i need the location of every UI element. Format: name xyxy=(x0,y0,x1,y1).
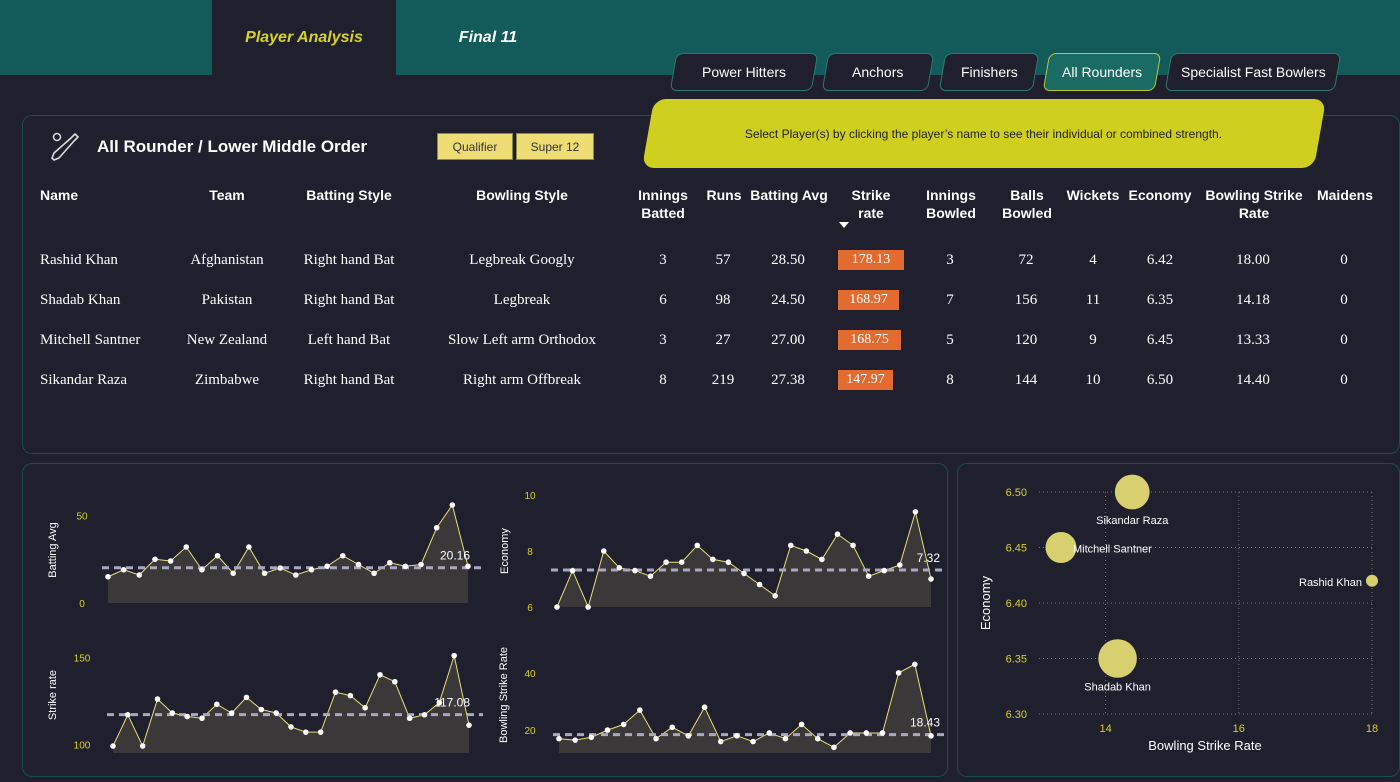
table-cell-innings-batted: 8 xyxy=(659,372,667,388)
table-cell-batting-style: Right hand Bat xyxy=(303,252,395,268)
category-label: All Rounders xyxy=(1061,64,1143,80)
col-header-bowling-strike-rate[interactable]: Bowling Strike Rate xyxy=(1205,187,1303,221)
tab-player-analysis[interactable]: Player Analysis xyxy=(212,0,396,75)
table-cell-wickets: 9 xyxy=(1089,332,1097,348)
table-cell-batting-style: Left hand Bat xyxy=(307,332,391,348)
table-cell-bowling-sr: 13.33 xyxy=(1236,332,1270,348)
category-label: Specialist Fast Bowlers xyxy=(1180,64,1326,80)
table-cell-team: Zimbabwe xyxy=(194,372,260,388)
table-cell-team: Pakistan xyxy=(201,292,253,308)
table-cell-economy: 6.50 xyxy=(1146,372,1174,388)
trend-charts-panel xyxy=(22,463,948,777)
table-cell-innings-batted: 3 xyxy=(659,252,667,268)
table-cell-runs: 57 xyxy=(715,252,731,268)
table-cell-runs: 219 xyxy=(711,372,735,388)
strike-rate-bar: 178.13 xyxy=(838,250,904,270)
col-header-runs[interactable]: Runs xyxy=(706,187,742,203)
table-cell-innings-batted: 6 xyxy=(659,292,667,308)
table-cell-innings-bowled: 8 xyxy=(946,372,954,388)
table-cell-maidens: 0 xyxy=(1340,372,1348,388)
category-label: Power Hitters xyxy=(701,64,787,80)
table-cell-team: New Zealand xyxy=(186,332,268,348)
table-cell-economy: 6.35 xyxy=(1146,292,1174,308)
scatter-panel xyxy=(957,463,1400,777)
table-cell-balls-bowled: 72 xyxy=(1018,252,1034,268)
table-cell-wickets: 11 xyxy=(1085,292,1101,308)
table-cell-runs: 27 xyxy=(715,332,731,348)
col-header-strike-rate[interactable]: Strike rate xyxy=(851,187,891,221)
table-cell-batting-avg: 28.50 xyxy=(771,252,805,268)
table-cell-wickets: 4 xyxy=(1089,252,1097,268)
table-cell-bowling-sr: 14.40 xyxy=(1236,372,1270,388)
category-finishers-button[interactable]: Finishers xyxy=(938,53,1040,91)
table-cell-bowling-style: Right arm Offbreak xyxy=(462,372,582,388)
sort-descending-icon[interactable] xyxy=(838,221,850,229)
col-header-wickets[interactable]: Wickets xyxy=(1066,187,1120,203)
table-cell-runs: 98 xyxy=(715,292,731,308)
table-cell-innings-bowled: 5 xyxy=(946,332,954,348)
players-table-panel xyxy=(22,115,1400,454)
player-name-link[interactable]: Sikandar Raza xyxy=(40,372,128,388)
player-name-link[interactable]: Mitchell Santner xyxy=(40,332,141,348)
table-cell-balls-bowled: 156 xyxy=(1014,292,1038,308)
col-header-economy[interactable]: Economy xyxy=(1128,187,1192,203)
instruction-banner: Select Player(s) by clicking the player’… xyxy=(641,99,1327,168)
table-cell-batting-avg: 24.50 xyxy=(771,292,805,308)
table-cell-team: Afghanistan xyxy=(190,252,264,268)
filter-super-12-button[interactable]: Super 12 xyxy=(516,133,594,160)
table-cell-bowling-style: Legbreak xyxy=(493,292,551,308)
col-header-maidens[interactable]: Maidens xyxy=(1316,187,1373,203)
player-name-link[interactable]: Shadab Khan xyxy=(40,292,121,308)
col-header-innings-bowled[interactable]: Innings Bowled xyxy=(926,187,976,221)
category-label: Anchors xyxy=(852,64,904,80)
tab-final-11[interactable]: Final 11 xyxy=(458,28,518,46)
table-cell-bowling-sr: 14.18 xyxy=(1236,292,1270,308)
table-cell-batting-style: Right hand Bat xyxy=(303,292,395,308)
table-cell-batting-style: Right hand Bat xyxy=(303,372,395,388)
col-header-name[interactable]: Name xyxy=(40,187,79,203)
instruction-text: Select Player(s) by clicking the player’… xyxy=(745,126,1223,141)
strike-rate-bar: 168.75 xyxy=(838,330,901,350)
strike-rate-bar: 147.97 xyxy=(838,370,893,390)
table-cell-innings-bowled: 7 xyxy=(946,292,954,308)
table-cell-batting-avg: 27.00 xyxy=(771,332,805,348)
table-cell-maidens: 0 xyxy=(1340,252,1348,268)
col-header-innings-batted[interactable]: Innings Batted xyxy=(638,187,688,221)
table-cell-wickets: 10 xyxy=(1085,372,1101,388)
col-header-balls-bowled[interactable]: Balls Bowled xyxy=(1002,187,1052,221)
col-header-team[interactable]: Team xyxy=(209,187,245,203)
strike-rate-bar: 168.97 xyxy=(838,290,899,310)
col-header-bowling-style[interactable]: Bowling Style xyxy=(476,187,568,203)
table-cell-balls-bowled: 144 xyxy=(1014,372,1038,388)
table-cell-innings-bowled: 3 xyxy=(946,252,954,268)
category-specialist-fast-bowlers-button[interactable]: Specialist Fast Bowlers xyxy=(1164,53,1342,91)
table-cell-bowling-style: Slow Left arm Orthodox xyxy=(448,332,596,348)
category-anchors-button[interactable]: Anchors xyxy=(821,53,935,91)
category-power-hitters-button[interactable]: Power Hitters xyxy=(669,53,819,91)
table-cell-balls-bowled: 120 xyxy=(1014,332,1038,348)
filter-qualifier-button[interactable]: Qualifier xyxy=(437,133,513,160)
cricket-bat-icon xyxy=(51,132,79,161)
table-cell-innings-batted: 3 xyxy=(659,332,667,348)
category-all-rounders-button[interactable]: All Rounders xyxy=(1042,53,1162,91)
table-cell-bowling-style: Legbreak Googly xyxy=(469,252,575,268)
page-title: All Rounder / Lower Middle Order xyxy=(97,137,368,156)
player-name-link[interactable]: Rashid Khan xyxy=(40,252,118,268)
table-cell-economy: 6.45 xyxy=(1146,332,1174,348)
col-header-batting-avg[interactable]: Batting Avg xyxy=(750,187,828,203)
table-cell-economy: 6.42 xyxy=(1146,252,1174,268)
col-header-batting-style[interactable]: Batting Style xyxy=(306,187,392,203)
table-cell-maidens: 0 xyxy=(1340,292,1348,308)
table-cell-bowling-sr: 18.00 xyxy=(1236,252,1270,268)
table-cell-maidens: 0 xyxy=(1340,332,1348,348)
category-label: Finishers xyxy=(960,64,1018,80)
table-cell-batting-avg: 27.38 xyxy=(771,372,805,388)
